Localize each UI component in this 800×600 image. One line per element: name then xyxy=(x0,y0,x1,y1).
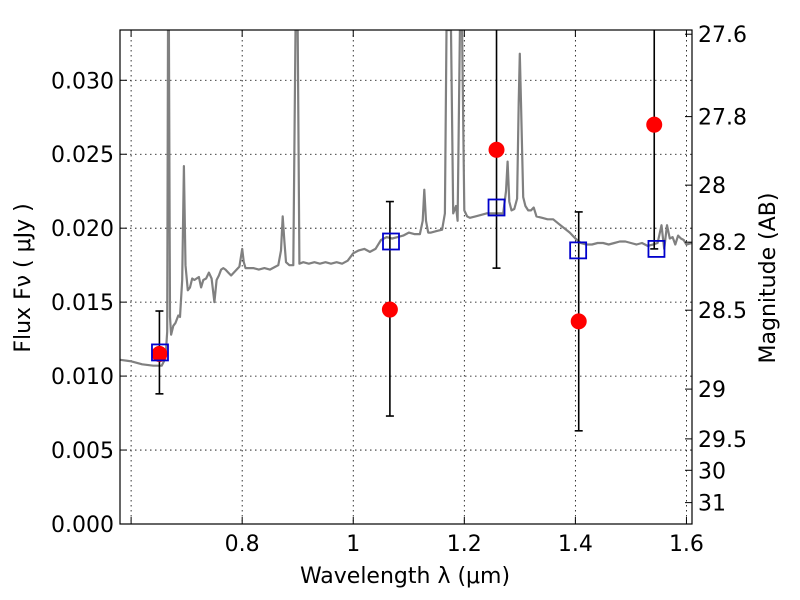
x-tick-label: 1.6 xyxy=(669,532,704,557)
y-tick-label: 0.005 xyxy=(51,439,114,464)
model-point xyxy=(382,232,400,251)
y-tick-labels: 0.000 0.005 0.010 0.015 0.020 0.025 0.030 xyxy=(51,69,114,538)
y-axis-label: Flux Fν ( μJy ) xyxy=(11,203,36,352)
x-tick-labels: 0.8 1 1.2 1.4 1.6 xyxy=(225,532,704,557)
observed-point xyxy=(646,116,663,133)
observed-point xyxy=(570,313,587,330)
tick-marks xyxy=(120,30,692,525)
right-tick-label: 27.8 xyxy=(698,106,747,131)
right-tick-label: 30 xyxy=(698,459,726,484)
right-tick-label: 28.5 xyxy=(698,299,747,324)
model-point xyxy=(647,239,666,258)
right-tick-label: 29 xyxy=(698,378,726,403)
model-points xyxy=(151,198,666,362)
y-tick-label: 0.030 xyxy=(51,69,114,94)
y-tick-label: 0.015 xyxy=(51,291,114,316)
model-point xyxy=(569,241,588,260)
observed-point xyxy=(381,301,398,318)
right-tick-label: 28 xyxy=(698,174,726,199)
observed-point xyxy=(488,141,505,158)
y-tick-label: 0.000 xyxy=(51,513,114,538)
observed-point xyxy=(151,345,168,362)
x-tick-label: 1.4 xyxy=(558,532,593,557)
right-tick-label: 31 xyxy=(698,492,726,517)
right-axis-label: Magnitude (AB) xyxy=(756,193,781,364)
y-tick-label: 0.020 xyxy=(51,217,114,242)
right-tick-label: 28.2 xyxy=(698,231,747,256)
right-tick-label: 29.5 xyxy=(698,428,747,453)
x-tick-label: 1.2 xyxy=(447,532,482,557)
right-tick-label: 27.6 xyxy=(698,23,747,48)
model-point xyxy=(151,343,169,362)
plot-frame xyxy=(119,29,693,525)
y-tick-label: 0.010 xyxy=(51,365,114,390)
model-point xyxy=(487,198,506,217)
x-axis-label: Wavelength λ (μm) xyxy=(300,564,510,589)
x-tick-label: 1 xyxy=(346,532,360,557)
x-tick-label: 0.8 xyxy=(225,532,260,557)
y-tick-label: 0.025 xyxy=(51,143,114,168)
right-tick-labels: 27.6 27.8 28 28.2 28.5 29 29.5 30 31 xyxy=(698,23,747,516)
